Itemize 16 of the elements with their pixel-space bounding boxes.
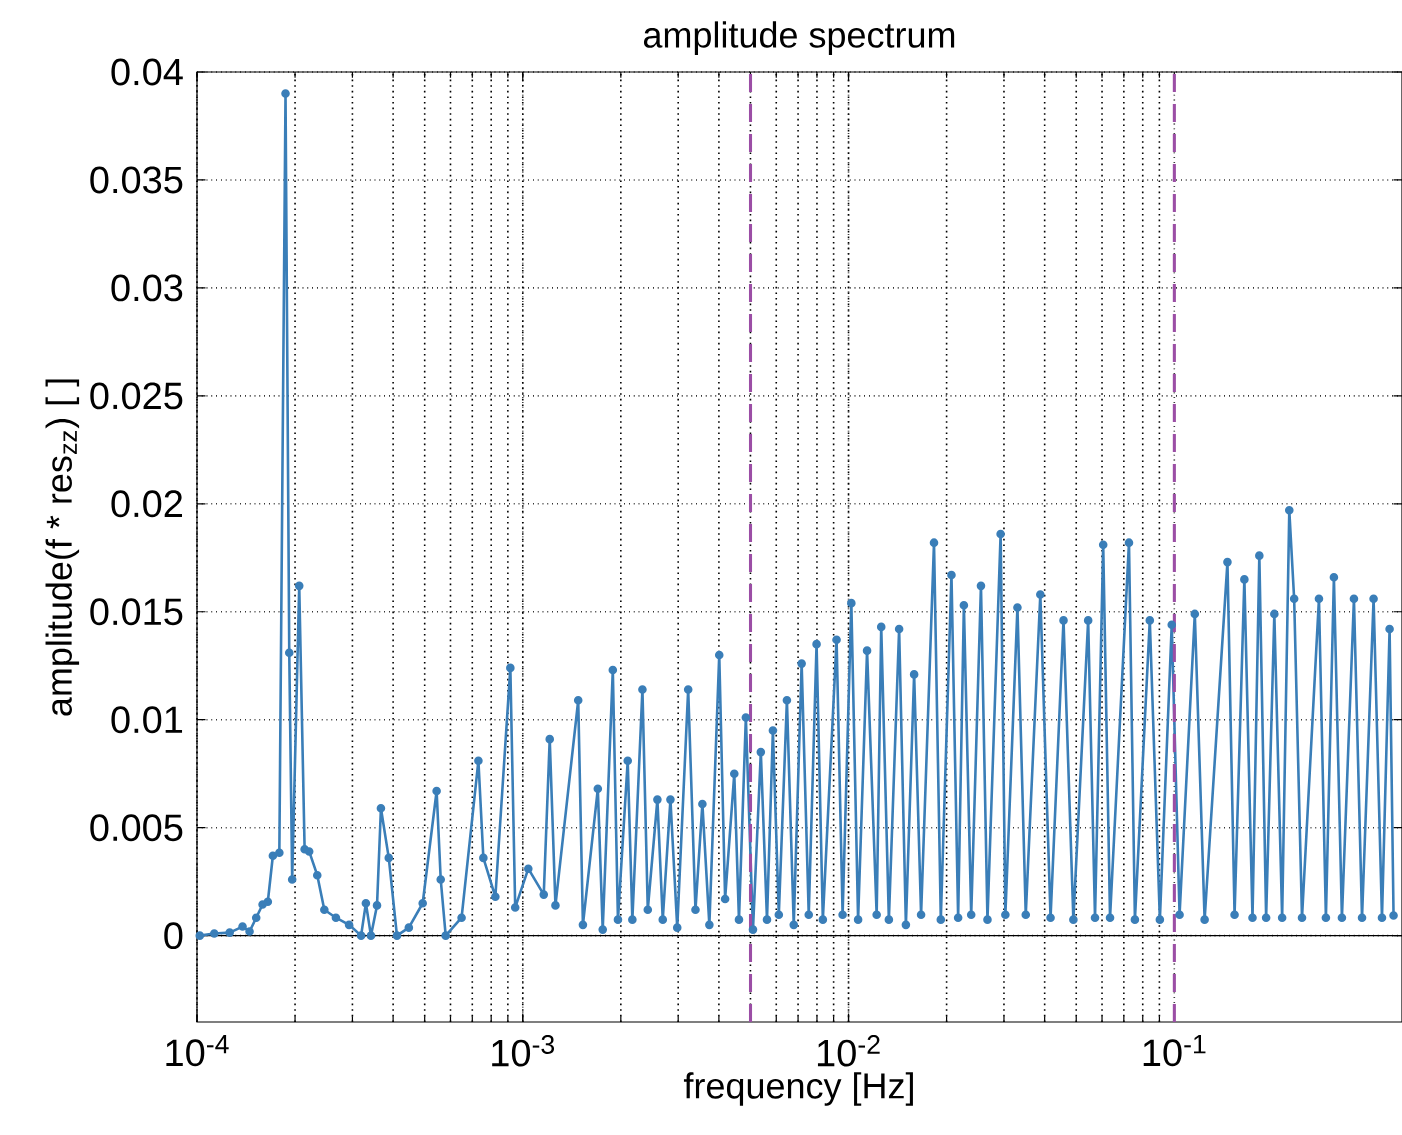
y-tick-label: 0	[164, 922, 183, 950]
x-axis-title: frequency [Hz]	[683, 1072, 913, 1106]
y-tick-label: 0.01	[111, 706, 183, 734]
y-axis-title: amplitude(f * res$_{zz}$) [ ]	[45, 379, 80, 716]
chart-title: amplitude spectrum	[643, 21, 955, 55]
y-tick-label: 0.04	[111, 58, 183, 86]
x-tick-label: 10$^{-4}$	[166, 1035, 229, 1067]
x-tick-label: 10$^{-2}$	[817, 1035, 880, 1067]
x-tick-label: 10$^{-1}$	[1143, 1035, 1206, 1067]
y-tick-label: 0.005	[90, 814, 183, 842]
x-tick-label: 10$^{-3}$	[492, 1035, 555, 1067]
y-tick-label: 0.035	[90, 166, 183, 194]
y-tick-label: 0.025	[90, 382, 183, 410]
y-tick-label: 0.015	[90, 598, 183, 626]
y-tick-label: 0.02	[111, 490, 183, 518]
y-tick-label: 0.03	[111, 274, 183, 302]
